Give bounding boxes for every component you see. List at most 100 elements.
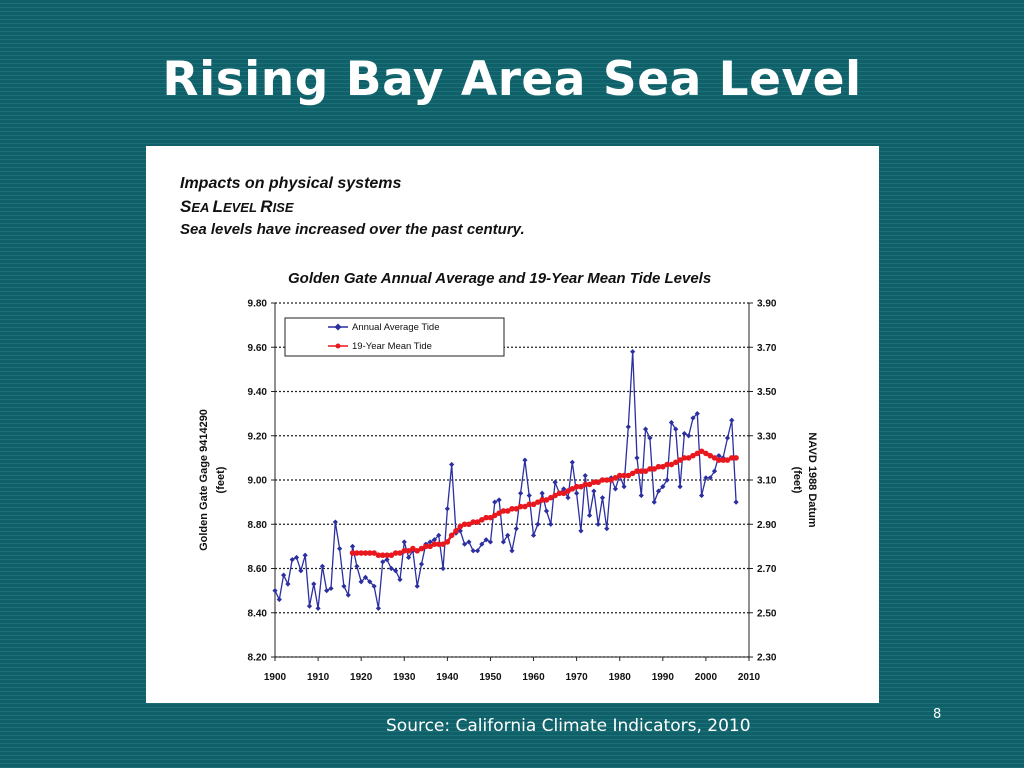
nineteen-year-mean-point (461, 521, 468, 528)
y2-tick-label: 3.90 (757, 299, 777, 310)
nineteen-year-mean-point (634, 468, 640, 474)
nineteen-year-mean-point (638, 468, 645, 474)
nineteen-year-mean-point (423, 543, 429, 550)
annual-average-tide-point (462, 541, 468, 547)
annual-average-tide-point (681, 430, 687, 437)
nineteen-year-mean-point (535, 499, 541, 505)
annual-average-tide-point (574, 490, 580, 496)
annual-average-tide-point (401, 539, 407, 545)
annual-average-tide-point (345, 592, 351, 598)
nineteen-year-mean-point (388, 552, 395, 559)
annual-average-tide-point (384, 557, 390, 563)
nineteen-year-mean-point (664, 461, 670, 468)
annual-average-tide-point (539, 490, 545, 496)
nineteen-year-mean-point (612, 474, 619, 481)
annual-average-tide-point (595, 521, 601, 527)
annual-average-tide-point (397, 576, 403, 583)
nineteen-year-mean-point (655, 463, 662, 470)
annual-average-tide-point (470, 548, 476, 554)
y-tick-labels: 9.80 9.60 9.40 9.20 9.00 8.80 8.60 8.40 8.20 (248, 299, 268, 664)
series-layer (272, 349, 739, 611)
nineteen-year-mean-point (530, 501, 537, 508)
nineteen-year-mean-point (349, 550, 356, 556)
annual-average-tide-point (612, 486, 619, 492)
x-tick-label: 1980 (609, 672, 632, 683)
nineteen-year-mean-point (440, 541, 446, 547)
x-tick-label: 1950 (479, 672, 502, 683)
nineteen-year-mean-point (560, 490, 567, 497)
y2-tick-label: 2.50 (757, 608, 777, 619)
x-tick-label: 1970 (566, 672, 589, 683)
annual-average-tide-point (599, 495, 606, 501)
x-tick-label: 2010 (738, 672, 761, 683)
nineteen-year-mean-point (392, 550, 399, 556)
y-tick-label: 9.60 (248, 343, 268, 354)
y-tick-label: 8.40 (248, 608, 268, 619)
x-tick-label: 2000 (695, 672, 718, 683)
nineteen-year-mean-point (642, 468, 649, 474)
annual-average-tide-point (293, 554, 300, 561)
annual-average-tide-point (311, 581, 317, 587)
nineteen-year-mean-point (728, 455, 735, 461)
nineteen-year-mean-point (479, 517, 485, 523)
y2-tick-label: 3.30 (757, 431, 777, 442)
nineteen-year-mean-point (466, 521, 472, 528)
nineteen-year-mean-point (552, 492, 558, 499)
nineteen-year-mean-point (504, 508, 511, 514)
gridlines (271, 302, 753, 661)
y-axis-unit: (feet) (215, 466, 227, 493)
slide-title: Rising Bay Area Sea Level (162, 52, 862, 107)
nineteen-year-mean-point (569, 486, 576, 492)
y2-tick-labels: 3.90 3.70 3.50 3.30 3.10 2.90 2.70 2.50 2.30 (757, 299, 777, 664)
legend-annual-marker (334, 323, 342, 331)
y2-tick-label: 2.70 (757, 564, 777, 575)
nineteen-year-mean-point (410, 545, 416, 552)
y2-axis-label: NAVD 1988 Datum (806, 432, 818, 527)
nineteen-year-mean-point (513, 505, 520, 512)
nineteen-year-mean-point (672, 459, 679, 466)
nineteen-year-mean-point (517, 503, 524, 510)
annual-average-tide-point (332, 519, 338, 525)
x-tick-label: 1910 (307, 672, 330, 683)
annual-average-tide-point (457, 528, 463, 534)
annual-average-tide-point (647, 435, 653, 441)
nineteen-year-mean-point (397, 550, 403, 556)
annual-average-tide-point (483, 537, 489, 543)
annual-average-tide-point (526, 492, 532, 499)
annual-average-tide-point (716, 453, 722, 459)
nineteen-year-mean-point (582, 481, 589, 488)
annual-average-tide-point (707, 475, 713, 481)
nineteen-year-mean-point (690, 452, 696, 459)
annual-average-tide-point (638, 492, 644, 499)
nineteen-year-mean-point (621, 472, 627, 479)
annual-average-tide-point (535, 521, 541, 527)
annual-average-tide-point (440, 565, 446, 572)
nineteen-year-mean-point (487, 514, 494, 521)
nineteen-year-mean-point (685, 455, 692, 461)
y2-tick-label: 3.70 (757, 343, 777, 354)
nineteen-year-mean-point (647, 466, 653, 472)
nineteen-year-mean-point (457, 523, 464, 530)
annual-average-tide-point (621, 484, 627, 490)
annual-average-tide-point (642, 426, 649, 432)
annual-average-tide-point (487, 539, 494, 545)
annual-average-tide-point (690, 415, 696, 421)
nineteen-year-mean-point (586, 481, 593, 488)
nineteen-year-mean-point (698, 448, 705, 455)
nineteen-year-mean-point (453, 528, 459, 534)
y-tick-label: 9.80 (248, 299, 268, 310)
nineteen-year-mean-point (418, 545, 425, 552)
nineteen-year-mean-point (573, 483, 580, 490)
annual-average-tide-point (733, 499, 739, 505)
nineteen-year-mean-point (616, 472, 623, 479)
nineteen-year-mean-point (724, 457, 731, 463)
y-tick-label: 9.20 (248, 431, 268, 442)
nineteen-year-mean-point (405, 548, 412, 554)
annual-average-tide-point (319, 563, 325, 569)
nineteen-year-mean-point (358, 550, 364, 556)
page-number: 8 (933, 707, 942, 722)
nineteen-year-mean-point (681, 455, 688, 461)
annual-average-tide-point (362, 574, 369, 580)
annual-average-tide-point (496, 497, 502, 503)
y-tick-label: 8.60 (248, 564, 268, 575)
